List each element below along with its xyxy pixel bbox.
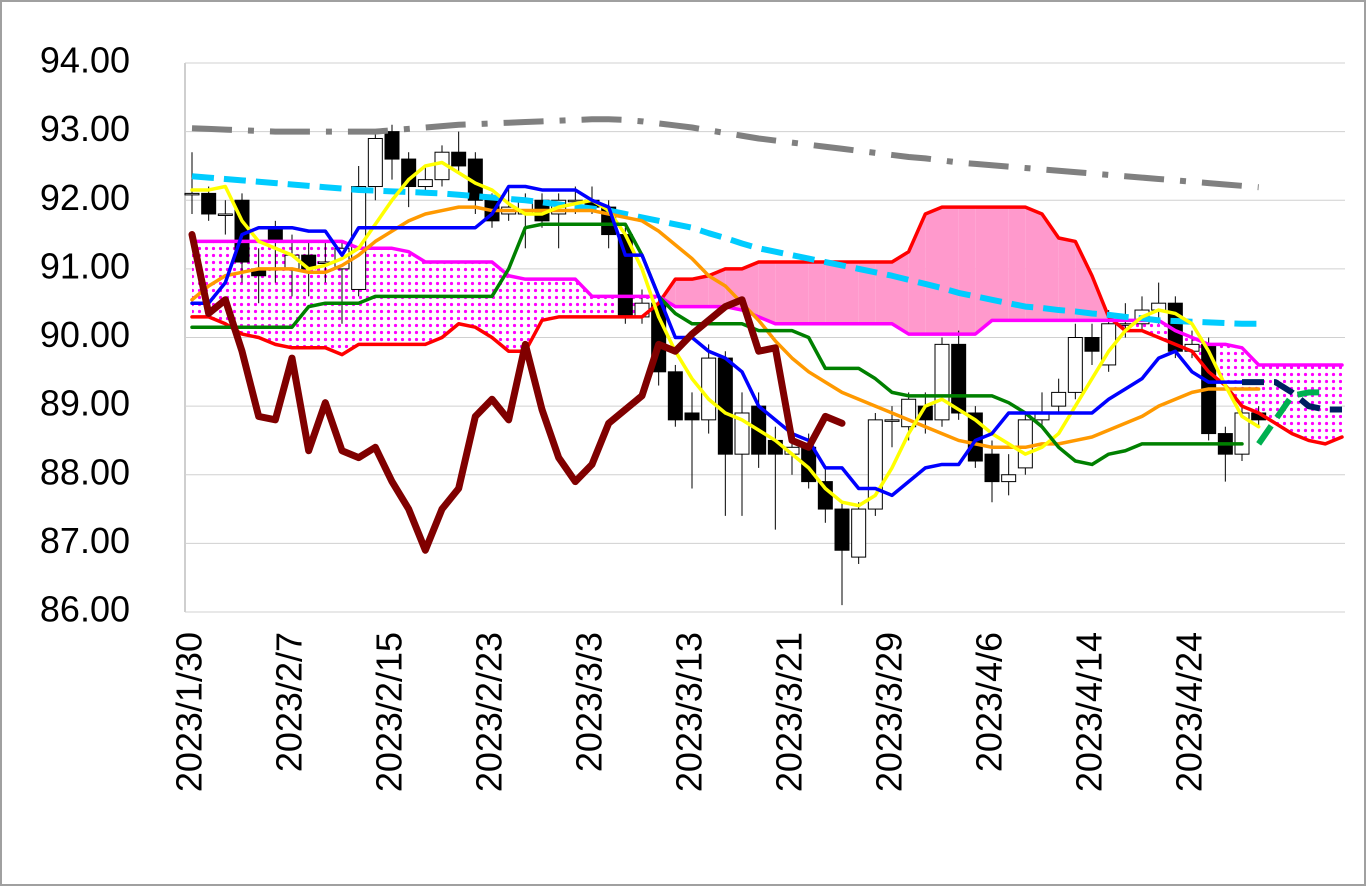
x-tick-label: 2023/1/30: [169, 632, 210, 792]
candle-body: [217, 213, 233, 216]
cloud-bear: [1308, 364, 1326, 444]
candle-body: [184, 192, 200, 196]
series-line: [190, 184, 1244, 498]
x-tick-label: 2023/4/24: [1169, 632, 1210, 792]
candle-body: [834, 508, 850, 551]
cloud-bear: [492, 262, 509, 352]
x-tick-label: 2023/2/23: [469, 632, 510, 792]
series-line: [191, 116, 1259, 191]
candle-body: [984, 453, 1000, 483]
series-line: [1256, 389, 1326, 446]
cloud-bull: [758, 262, 776, 324]
candle-body: [384, 131, 400, 160]
candle-body: [1067, 337, 1083, 393]
series-line: [1242, 379, 1342, 413]
series-line: [188, 231, 846, 554]
cloud-bull: [775, 262, 792, 324]
x-tick-label: 2023/3/21: [769, 632, 810, 792]
candle-body: [367, 137, 383, 188]
cloud-bull: [975, 207, 992, 335]
cloud-bull: [942, 207, 959, 335]
cloud-bull: [825, 262, 842, 324]
cloud-bear: [425, 262, 442, 345]
candle-body: [684, 412, 700, 421]
y-tick-label: 91.00: [40, 245, 130, 286]
candle-body: [667, 371, 683, 421]
y-tick-label: 93.00: [40, 108, 130, 149]
x-tick-label: 2023/3/13: [669, 632, 710, 792]
y-tick-label: 94.00: [40, 40, 130, 81]
cloud-bull: [892, 251, 909, 335]
y-tick-label: 88.00: [40, 451, 130, 492]
y-tick-label: 89.00: [40, 383, 130, 424]
y-tick-label: 90.00: [40, 314, 130, 355]
cloud-bear: [558, 279, 576, 317]
candle-body: [201, 192, 217, 215]
cloud-bull: [992, 207, 1009, 321]
span-a-line: [190, 205, 1344, 446]
cloud-bull: [842, 262, 859, 324]
x-tick-label: 2023/3/29: [869, 632, 910, 792]
cloud-bull: [925, 207, 942, 335]
cloud-bull: [858, 262, 876, 324]
cloud-bear: [1142, 320, 1159, 338]
x-tick-label: 2023/4/14: [1069, 632, 1110, 792]
candle-body: [1017, 419, 1033, 469]
candle-body: [451, 151, 467, 167]
series-line: [190, 160, 1261, 508]
cloud-bull: [1058, 237, 1076, 321]
candle-body: [701, 357, 717, 421]
candle-body: [1084, 337, 1100, 352]
cloud-bear: [575, 279, 592, 317]
cloud-bull: [1025, 207, 1042, 321]
candle-body: [851, 508, 867, 558]
candle-body: [717, 357, 733, 455]
series-line: [190, 222, 1244, 467]
candle-body: [417, 179, 433, 188]
candle-body: [267, 227, 283, 242]
cloud-bull: [1075, 241, 1092, 321]
candle-body: [1051, 391, 1067, 407]
x-tick-label: 2023/3/3: [569, 632, 610, 772]
cloud-bull: [1008, 207, 1026, 321]
cloud-bear: [242, 241, 259, 338]
y-tick-label: 92.00: [40, 177, 130, 218]
x-tick-label: 2023/2/7: [269, 632, 310, 772]
cloud-bull: [1042, 213, 1059, 321]
cloud-bear: [475, 262, 492, 338]
y-tick-label: 87.00: [40, 520, 130, 561]
cloud-bear: [525, 279, 542, 352]
cloud-bull: [692, 275, 709, 307]
candle-body: [951, 343, 967, 414]
series-line: [191, 173, 1259, 327]
cloud-bull: [958, 207, 976, 335]
y-tick-label: 86.00: [40, 589, 130, 630]
cloud-bear: [1325, 364, 1342, 444]
candle-body: [884, 419, 900, 422]
cloud-bull: [875, 262, 892, 324]
cloud-bear: [508, 275, 526, 352]
cloud-bull: [675, 279, 692, 307]
candle-body: [934, 343, 950, 421]
cloud-bull: [808, 262, 826, 324]
cloud-bear: [442, 262, 459, 338]
cloud-bear: [592, 296, 609, 317]
candle-body: [1001, 474, 1017, 483]
x-tick-label: 2023/2/15: [369, 632, 410, 792]
series-line: [190, 205, 1261, 450]
x-tick-label: 2023/4/6: [969, 632, 1010, 772]
cloud-bear: [542, 279, 559, 321]
cloud-bull: [792, 262, 809, 324]
